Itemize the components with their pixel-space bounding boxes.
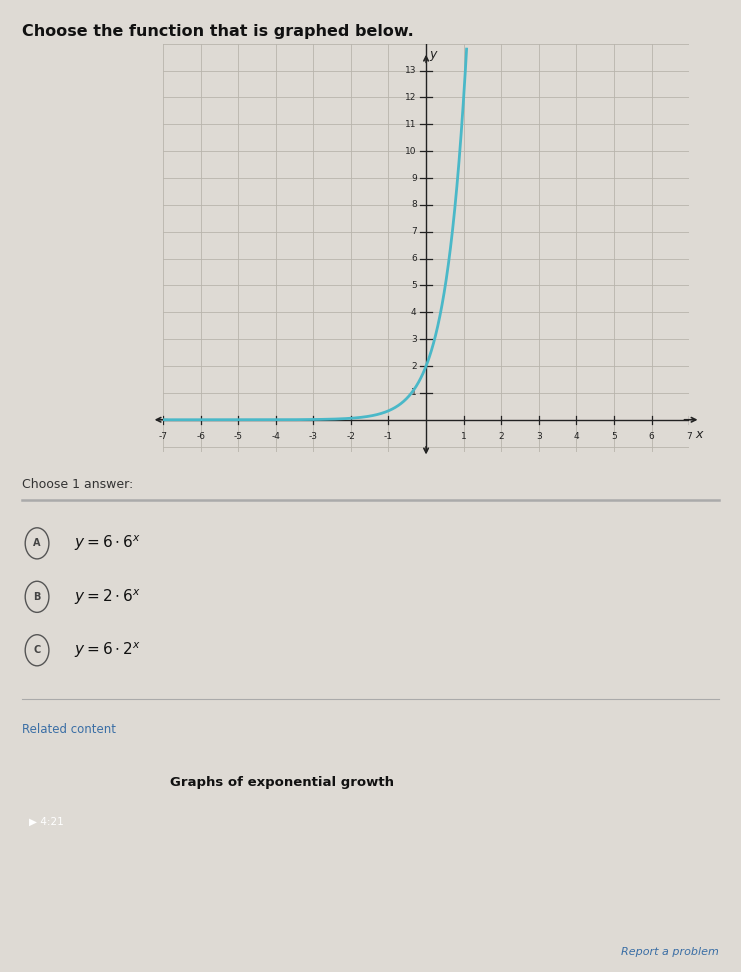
Text: -1: -1 (384, 432, 393, 441)
Text: 12: 12 (405, 93, 416, 102)
Text: 1: 1 (461, 432, 467, 441)
Text: 4: 4 (411, 308, 416, 317)
Text: 5: 5 (611, 432, 617, 441)
Text: -4: -4 (271, 432, 280, 441)
Text: 13: 13 (405, 66, 416, 75)
Text: C: C (33, 645, 41, 655)
Text: -5: -5 (233, 432, 243, 441)
Text: 7: 7 (686, 432, 692, 441)
Text: $y = 6 \cdot 6^x$: $y = 6 \cdot 6^x$ (74, 534, 141, 553)
Text: 1: 1 (411, 389, 416, 398)
Text: -7: -7 (159, 432, 167, 441)
Text: Graphs of exponential growth: Graphs of exponential growth (170, 776, 394, 789)
Text: -6: -6 (196, 432, 205, 441)
Text: y: y (429, 48, 436, 61)
Text: 3: 3 (536, 432, 542, 441)
Text: 6: 6 (648, 432, 654, 441)
Text: 2: 2 (499, 432, 504, 441)
Text: 10: 10 (405, 147, 416, 156)
Text: Choose 1 answer:: Choose 1 answer: (22, 478, 133, 491)
Text: Report a problem: Report a problem (621, 948, 719, 957)
Text: 2: 2 (411, 362, 416, 370)
Text: 9: 9 (411, 174, 416, 183)
Text: B: B (33, 592, 41, 602)
Text: ▶ 4:21: ▶ 4:21 (28, 816, 63, 826)
Text: Choose the function that is graphed below.: Choose the function that is graphed belo… (22, 24, 414, 39)
Text: 6: 6 (411, 254, 416, 263)
Text: 7: 7 (411, 227, 416, 236)
Text: 3: 3 (411, 334, 416, 344)
Text: Related content: Related content (22, 723, 116, 736)
Text: 11: 11 (405, 120, 416, 129)
Text: 5: 5 (411, 281, 416, 290)
Text: -2: -2 (347, 432, 356, 441)
Text: x: x (695, 428, 702, 441)
Text: 4: 4 (574, 432, 579, 441)
Text: -3: -3 (309, 432, 318, 441)
Text: $y = 2 \cdot 6^x$: $y = 2 \cdot 6^x$ (74, 587, 141, 607)
Text: 8: 8 (411, 200, 416, 209)
Text: $y = 6 \cdot 2^x$: $y = 6 \cdot 2^x$ (74, 641, 141, 660)
Text: A: A (33, 538, 41, 548)
